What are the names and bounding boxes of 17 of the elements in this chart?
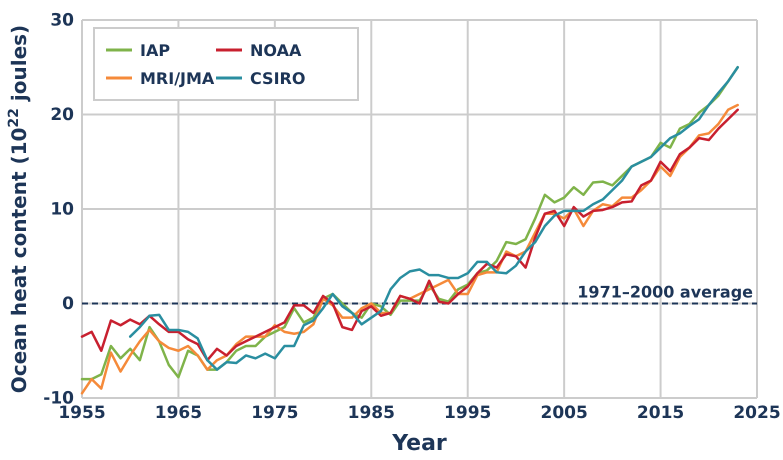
x-tick-label: 1995 [444,403,492,424]
x-tick-label: 1985 [348,403,395,424]
y-tick-label: 10 [50,199,74,220]
x-tick-label: 1975 [251,403,299,424]
y-tick-label: 20 [50,104,74,125]
x-axis-title: Year [391,431,447,456]
legend-label: MRI/JMA [140,69,215,88]
y-tick-label: 0 [62,294,74,314]
x-tick-label: 1965 [154,403,202,424]
legend-label: NOAA [250,41,302,60]
y-tick-label: 30 [50,10,74,30]
x-tick-label: 2015 [636,403,684,424]
legend-label: IAP [140,41,170,60]
ref-line-label: 1971–2000 average [577,282,754,302]
legend-label: CSIRO [250,69,306,88]
x-tick-label: 2005 [540,403,588,424]
x-tick-label: 2025 [733,403,781,424]
